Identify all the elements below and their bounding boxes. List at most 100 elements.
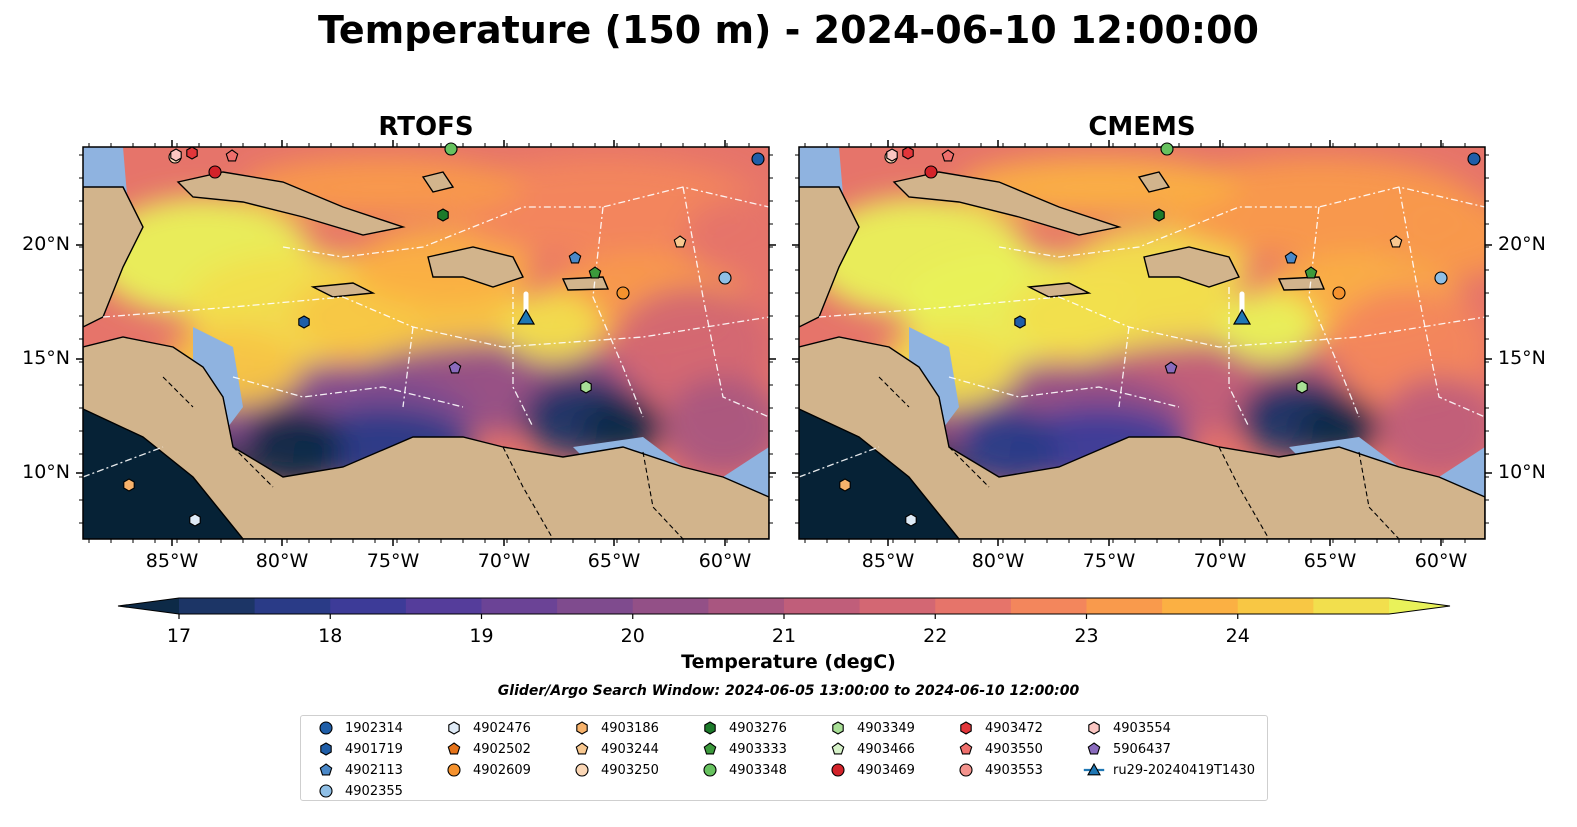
legend-label: 4902355 bbox=[345, 783, 403, 799]
colorbar-tick-label: 17 bbox=[166, 625, 192, 647]
x-tick-label-cmems-3: 70°W bbox=[1193, 550, 1247, 572]
float-marker-4903349 bbox=[580, 380, 592, 394]
legend-label: 4903553 bbox=[985, 762, 1043, 778]
legend-label: 4903472 bbox=[985, 720, 1043, 736]
legend-marker-4902609 bbox=[447, 763, 461, 777]
legend-item-ru29-20240419T1430: ru29-20240419T1430 bbox=[1081, 762, 1255, 778]
colorbar-segment bbox=[405, 598, 483, 614]
legend-marker-4903244 bbox=[575, 742, 589, 755]
float-markers-cmems bbox=[839, 142, 1481, 527]
colorbar-segment bbox=[1162, 598, 1239, 614]
y-tick-label-right-1: 15°N bbox=[1498, 347, 1546, 369]
float-marker-1902314 bbox=[751, 152, 765, 166]
legend-item-4903333: 4903333 bbox=[697, 741, 787, 757]
x-tick-label-rtofs-3: 70°W bbox=[477, 550, 531, 572]
legend-label: 4903554 bbox=[1113, 720, 1171, 736]
legend-item-4903466: 4903466 bbox=[825, 741, 915, 757]
float-marker-4902476 bbox=[189, 513, 201, 527]
float-marker-4903554 bbox=[886, 148, 898, 162]
legend-label: 4903333 bbox=[729, 741, 787, 757]
legend-marker-4901719 bbox=[320, 742, 332, 756]
legend-symbol-ru29-20240419T1430 bbox=[1083, 762, 1105, 776]
legend-marker-4903553 bbox=[959, 763, 973, 777]
legend-marker-4903349 bbox=[832, 721, 844, 735]
colorbar-segment bbox=[1237, 598, 1314, 614]
x-tick-label-rtofs-1: 80°W bbox=[255, 550, 309, 572]
colorbar bbox=[117, 597, 1451, 619]
float-marker-5906437 bbox=[1164, 361, 1178, 374]
x-tick-label-cmems-2: 75°W bbox=[1082, 550, 1136, 572]
legend-marker-4903466 bbox=[831, 742, 845, 755]
legend-label: 4903186 bbox=[601, 720, 659, 736]
legend-item-4903349: 4903349 bbox=[825, 720, 915, 736]
legend-symbol-4901719 bbox=[320, 742, 332, 756]
legend-marker-4903348 bbox=[703, 763, 717, 777]
float-marker-1902314 bbox=[1467, 152, 1481, 166]
float-markers-rtofs bbox=[123, 142, 765, 527]
legend-item-4903244: 4903244 bbox=[569, 741, 659, 757]
colorbar-segment bbox=[254, 598, 331, 614]
legend-label: 5906437 bbox=[1113, 741, 1171, 757]
y-tick-label-right-2: 10°N bbox=[1498, 461, 1546, 483]
colorbar-segment bbox=[481, 598, 558, 614]
legend-item-4902476: 4902476 bbox=[441, 720, 531, 736]
colorbar-tick-label: 22 bbox=[923, 625, 948, 647]
float-marker-4903244 bbox=[1389, 235, 1403, 248]
x-tick-label-rtofs-5: 60°W bbox=[698, 550, 752, 572]
legend-marker-ru29-20240419T1430 bbox=[1083, 762, 1105, 776]
legend-symbol-4903250 bbox=[575, 763, 589, 777]
legend-item-4903554: 4903554 bbox=[1081, 720, 1171, 736]
colorbar-segment bbox=[1313, 598, 1390, 614]
y-tick-label-right-0: 20°N bbox=[1498, 233, 1546, 255]
float-marker-4903276 bbox=[437, 208, 449, 222]
float-marker-4901719 bbox=[298, 315, 310, 329]
legend-label: 4903250 bbox=[601, 762, 659, 778]
legend-marker-4903469 bbox=[831, 763, 845, 777]
legend-marker-1902314 bbox=[319, 721, 333, 735]
colorbar-tick-label: 19 bbox=[469, 625, 494, 647]
float-marker-4903472 bbox=[186, 146, 198, 160]
legend-item-4903276: 4903276 bbox=[697, 720, 787, 736]
colorbar-segment bbox=[708, 598, 785, 614]
float-marker-4903472 bbox=[902, 146, 914, 160]
float-marker-4902609 bbox=[616, 286, 630, 300]
legend-label: 4903469 bbox=[857, 762, 915, 778]
float-marker-4903554 bbox=[170, 148, 182, 162]
colorbar-segment bbox=[784, 598, 861, 614]
colorbar-tick-label: 24 bbox=[1225, 625, 1250, 647]
map-panels bbox=[76, 140, 1492, 546]
legend-item-4903186: 4903186 bbox=[569, 720, 659, 736]
x-tick-label-rtofs-2: 75°W bbox=[366, 550, 420, 572]
legend-item-4903550: 4903550 bbox=[953, 741, 1043, 757]
legend-item-4902113: 4902113 bbox=[313, 762, 403, 778]
colorbar-segment bbox=[1010, 598, 1088, 614]
legend-marker-4903554 bbox=[1088, 721, 1100, 735]
legend-symbol-1902314 bbox=[319, 721, 333, 735]
legend-item-4901719: 4901719 bbox=[313, 741, 403, 757]
legend-item-4903250: 4903250 bbox=[569, 762, 659, 778]
colorbar-tick-label: 21 bbox=[771, 625, 797, 647]
float-marker-4903550 bbox=[225, 149, 239, 162]
float-marker-4903333 bbox=[588, 266, 602, 279]
x-tick-label-rtofs-0: 85°W bbox=[145, 550, 199, 572]
colorbar-label: Temperature (degC) bbox=[681, 651, 896, 673]
float-marker-4902609 bbox=[1332, 286, 1346, 300]
legend-item-5906437: 5906437 bbox=[1081, 741, 1171, 757]
x-tick-label-rtofs-4: 65°W bbox=[587, 550, 641, 572]
colorbar-segment bbox=[330, 598, 407, 614]
colorbar-tick-label: 18 bbox=[318, 625, 343, 647]
colorbar-segment bbox=[1086, 598, 1163, 614]
y-tick-label-left-2: 10°N bbox=[22, 461, 70, 483]
legend-symbol-4903469 bbox=[831, 763, 845, 777]
legend-item-4903472: 4903472 bbox=[953, 720, 1043, 736]
float-marker-5906437 bbox=[448, 361, 462, 374]
legend-item-4903348: 4903348 bbox=[697, 762, 787, 778]
x-tick-label-cmems-5: 60°W bbox=[1414, 550, 1468, 572]
legend-marker-4902113 bbox=[319, 763, 333, 776]
legend-label: 4901719 bbox=[345, 741, 403, 757]
legend-symbol-4903472 bbox=[960, 721, 972, 735]
legend-label: 4902476 bbox=[473, 720, 531, 736]
legend-symbol-4903553 bbox=[959, 763, 973, 777]
float-marker-4902355 bbox=[718, 271, 732, 285]
legend-marker-4902502 bbox=[447, 742, 461, 755]
